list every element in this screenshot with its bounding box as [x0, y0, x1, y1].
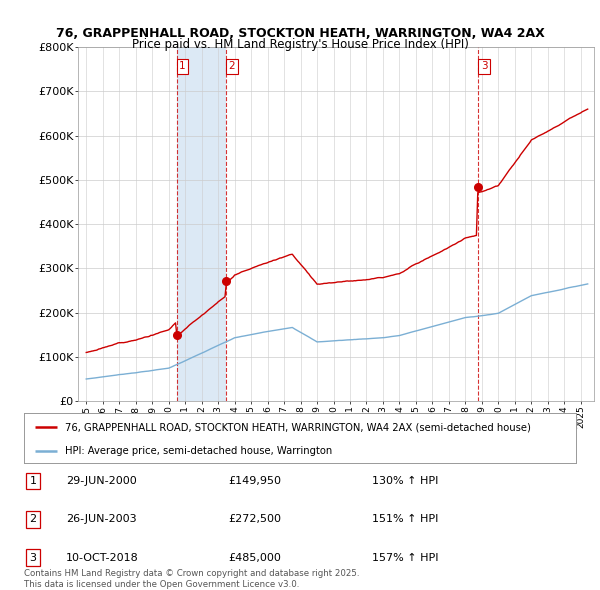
- Text: 2: 2: [29, 514, 37, 524]
- Text: 3: 3: [29, 553, 37, 562]
- Text: 3: 3: [481, 61, 487, 71]
- Text: 151% ↑ HPI: 151% ↑ HPI: [372, 514, 439, 524]
- Text: HPI: Average price, semi-detached house, Warrington: HPI: Average price, semi-detached house,…: [65, 445, 332, 455]
- Text: £485,000: £485,000: [228, 553, 281, 562]
- Text: Contains HM Land Registry data © Crown copyright and database right 2025.
This d: Contains HM Land Registry data © Crown c…: [24, 569, 359, 589]
- Text: 130% ↑ HPI: 130% ↑ HPI: [372, 476, 439, 486]
- Text: 76, GRAPPENHALL ROAD, STOCKTON HEATH, WARRINGTON, WA4 2AX: 76, GRAPPENHALL ROAD, STOCKTON HEATH, WA…: [56, 27, 544, 40]
- Text: 76, GRAPPENHALL ROAD, STOCKTON HEATH, WARRINGTON, WA4 2AX (semi-detached house): 76, GRAPPENHALL ROAD, STOCKTON HEATH, WA…: [65, 422, 531, 432]
- Text: 157% ↑ HPI: 157% ↑ HPI: [372, 553, 439, 562]
- Text: 10-OCT-2018: 10-OCT-2018: [66, 553, 139, 562]
- Text: Price paid vs. HM Land Registry's House Price Index (HPI): Price paid vs. HM Land Registry's House …: [131, 38, 469, 51]
- Text: 1: 1: [29, 476, 37, 486]
- Text: £149,950: £149,950: [228, 476, 281, 486]
- Text: £272,500: £272,500: [228, 514, 281, 524]
- Text: 1: 1: [179, 61, 186, 71]
- Text: 2: 2: [229, 61, 235, 71]
- Text: 29-JUN-2000: 29-JUN-2000: [66, 476, 137, 486]
- Bar: [177, 47, 226, 401]
- Text: 26-JUN-2003: 26-JUN-2003: [66, 514, 137, 524]
